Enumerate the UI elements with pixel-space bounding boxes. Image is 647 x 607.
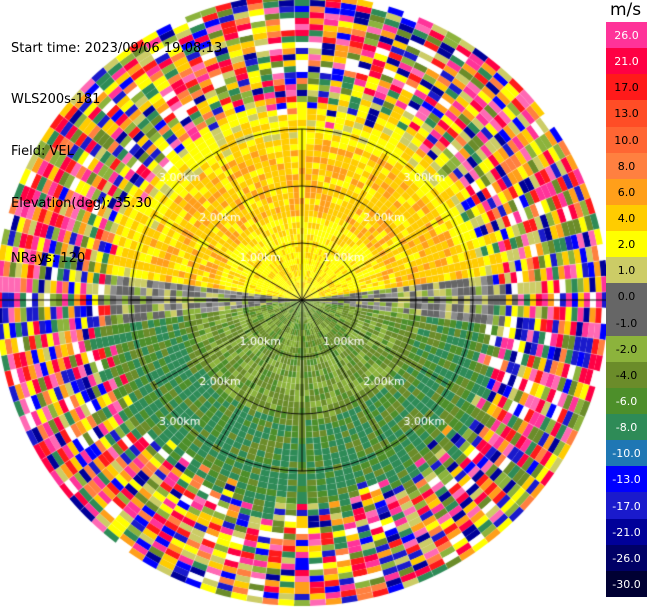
colorbar-swatch <box>606 74 647 101</box>
colorbar-swatch <box>606 466 647 493</box>
colorbar-tick-label: 21.0 <box>614 55 639 69</box>
colorbar-swatch <box>606 152 647 180</box>
colorbar-swatch <box>606 309 647 337</box>
colorbar-tick-label: 2.0 <box>617 238 636 252</box>
colorbar-tick-label: 26.0 <box>614 29 639 43</box>
colorbar-tick-label: 8.0 <box>617 159 636 173</box>
start-time-label: Start time: 2023/09/06 19:08:13 <box>11 40 223 56</box>
colorbar-tick-label: 0.0 <box>617 290 636 304</box>
colorbar-swatch <box>606 440 647 467</box>
colorbar-tick-label: -17.0 <box>612 499 641 513</box>
colorbar-swatch <box>606 204 647 232</box>
colorbar-tick-label: -30.0 <box>612 577 641 591</box>
instrument-label: WLS200s-181 <box>11 92 101 108</box>
colorbar-tick-label: -2.0 <box>615 342 638 356</box>
colorbar-swatch <box>606 48 647 75</box>
colorbar-swatch <box>606 231 647 258</box>
colorbar-swatch <box>606 283 647 310</box>
colorbar-swatch <box>606 100 647 128</box>
colorbar-swatch <box>606 257 647 284</box>
colorbar-tick-label: -6.0 <box>615 394 638 408</box>
colorbar-tick-label: -26.0 <box>612 551 641 565</box>
colorbar: 26.0 21.0 17.0 13.0 10.0 8.0 6.0 4.0 2.0 1.0 0.0 -1… <box>606 22 647 598</box>
nrays-label: NRays: 120 <box>11 251 86 267</box>
colorbar-swatch <box>606 361 647 389</box>
colorbar-tick-label: -4.0 <box>615 368 638 382</box>
scan-info: Start time: 2023/09/06 19:08:13 WLS200s-… <box>11 5 222 285</box>
colorbar-tick-label: 17.0 <box>614 81 639 95</box>
colorbar-tick-label: 4.0 <box>617 212 636 226</box>
colorbar-tick-label: -21.0 <box>612 525 641 539</box>
colorbar-swatch <box>606 22 647 49</box>
colorbar-tick-label: -1.0 <box>615 316 638 330</box>
colorbar-tick-label: -13.0 <box>612 473 641 487</box>
colorbar-swatch <box>606 335 647 363</box>
colorbar-swatch <box>606 544 647 572</box>
colorbar-swatch <box>606 178 647 206</box>
colorbar-tick-label: 6.0 <box>617 185 636 199</box>
field-label: Field: VEL <box>11 144 74 160</box>
colorbar-swatch <box>606 126 647 154</box>
colorbar-swatch <box>606 518 647 546</box>
colorbar-swatch <box>606 414 647 441</box>
colorbar-tick-label: 1.0 <box>617 264 636 278</box>
ppi-scan-plot <box>0 0 606 607</box>
colorbar-tick-label: -8.0 <box>615 421 638 435</box>
elevation-label: Elevation(deg): 35.30 <box>11 196 152 212</box>
colorbar-tick-label: 13.0 <box>614 107 639 121</box>
colorbar-swatch <box>606 570 647 598</box>
colorbar-tick-label: 10.0 <box>614 133 639 147</box>
colorbar-unit-label: m/s <box>610 0 642 20</box>
colorbar-swatch <box>606 492 647 520</box>
colorbar-tick-label: -10.0 <box>612 447 641 461</box>
colorbar-swatch <box>606 387 647 415</box>
